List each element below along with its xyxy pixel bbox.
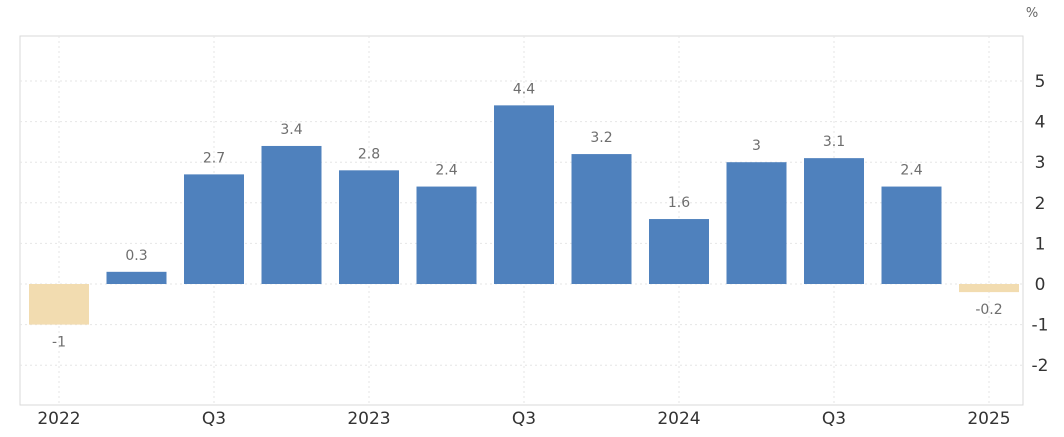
bar[interactable]	[339, 170, 399, 284]
bar[interactable]	[881, 186, 942, 284]
data-label: 2.7	[203, 150, 225, 166]
bar[interactable]	[106, 271, 167, 284]
data-label: 3.1	[823, 134, 845, 150]
x-axis: 2022 Q3 2023 Q3 2024 Q3 2025	[37, 409, 1010, 429]
data-label: -1	[52, 335, 66, 351]
x-tick-label: 2025	[967, 409, 1010, 429]
bar[interactable]	[29, 284, 89, 325]
x-tick-label: 2023	[347, 409, 390, 429]
y-tick-label: 4	[1035, 113, 1046, 133]
y-tick-label: 5	[1035, 72, 1046, 92]
bar[interactable]	[494, 105, 554, 284]
x-tick-label: 2024	[657, 409, 700, 429]
bar[interactable]	[416, 186, 477, 284]
bar[interactable]	[804, 158, 864, 284]
data-label: 3.2	[590, 130, 612, 146]
y-tick-label: -2	[1032, 356, 1049, 376]
bar[interactable]	[184, 174, 244, 284]
data-label: 0.3	[125, 248, 147, 264]
data-labels-layer: -1 0.3 2.7 3.4 2.8 2.4 4.4 3.2 1.6 3 3.1 2.4 -0.2	[52, 81, 1003, 350]
plot-area-border	[19, 35, 1024, 406]
x-tick-label: Q3	[512, 409, 536, 429]
y-tick-label: -1	[1032, 316, 1049, 336]
data-label: 4.4	[513, 81, 535, 97]
y-tick-label: 0	[1035, 275, 1046, 295]
bar[interactable]	[649, 219, 709, 284]
data-label: 2.8	[358, 146, 380, 162]
y-tick-label: 2	[1035, 194, 1046, 214]
data-label: -0.2	[975, 302, 1002, 318]
x-tick-label: Q3	[822, 409, 846, 429]
x-tick-label: 2022	[37, 409, 80, 429]
bar[interactable]	[571, 154, 632, 284]
y-axis-unit-label: %	[1026, 6, 1038, 21]
data-label: 3.4	[280, 122, 302, 138]
data-label: 2.4	[435, 163, 457, 179]
bar[interactable]	[726, 162, 787, 284]
y-axis: -2 -1 0 1 2 3 4 5	[1032, 72, 1049, 376]
bars-layer	[29, 105, 1019, 325]
y-tick-label: 3	[1035, 153, 1046, 173]
bar[interactable]	[959, 284, 1019, 293]
data-label: 1.6	[668, 195, 690, 211]
y-tick-label: 1	[1035, 234, 1046, 254]
bar[interactable]	[261, 145, 322, 284]
data-label: 2.4	[900, 163, 922, 179]
data-label: 3	[752, 138, 761, 154]
x-tick-label: Q3	[202, 409, 226, 429]
